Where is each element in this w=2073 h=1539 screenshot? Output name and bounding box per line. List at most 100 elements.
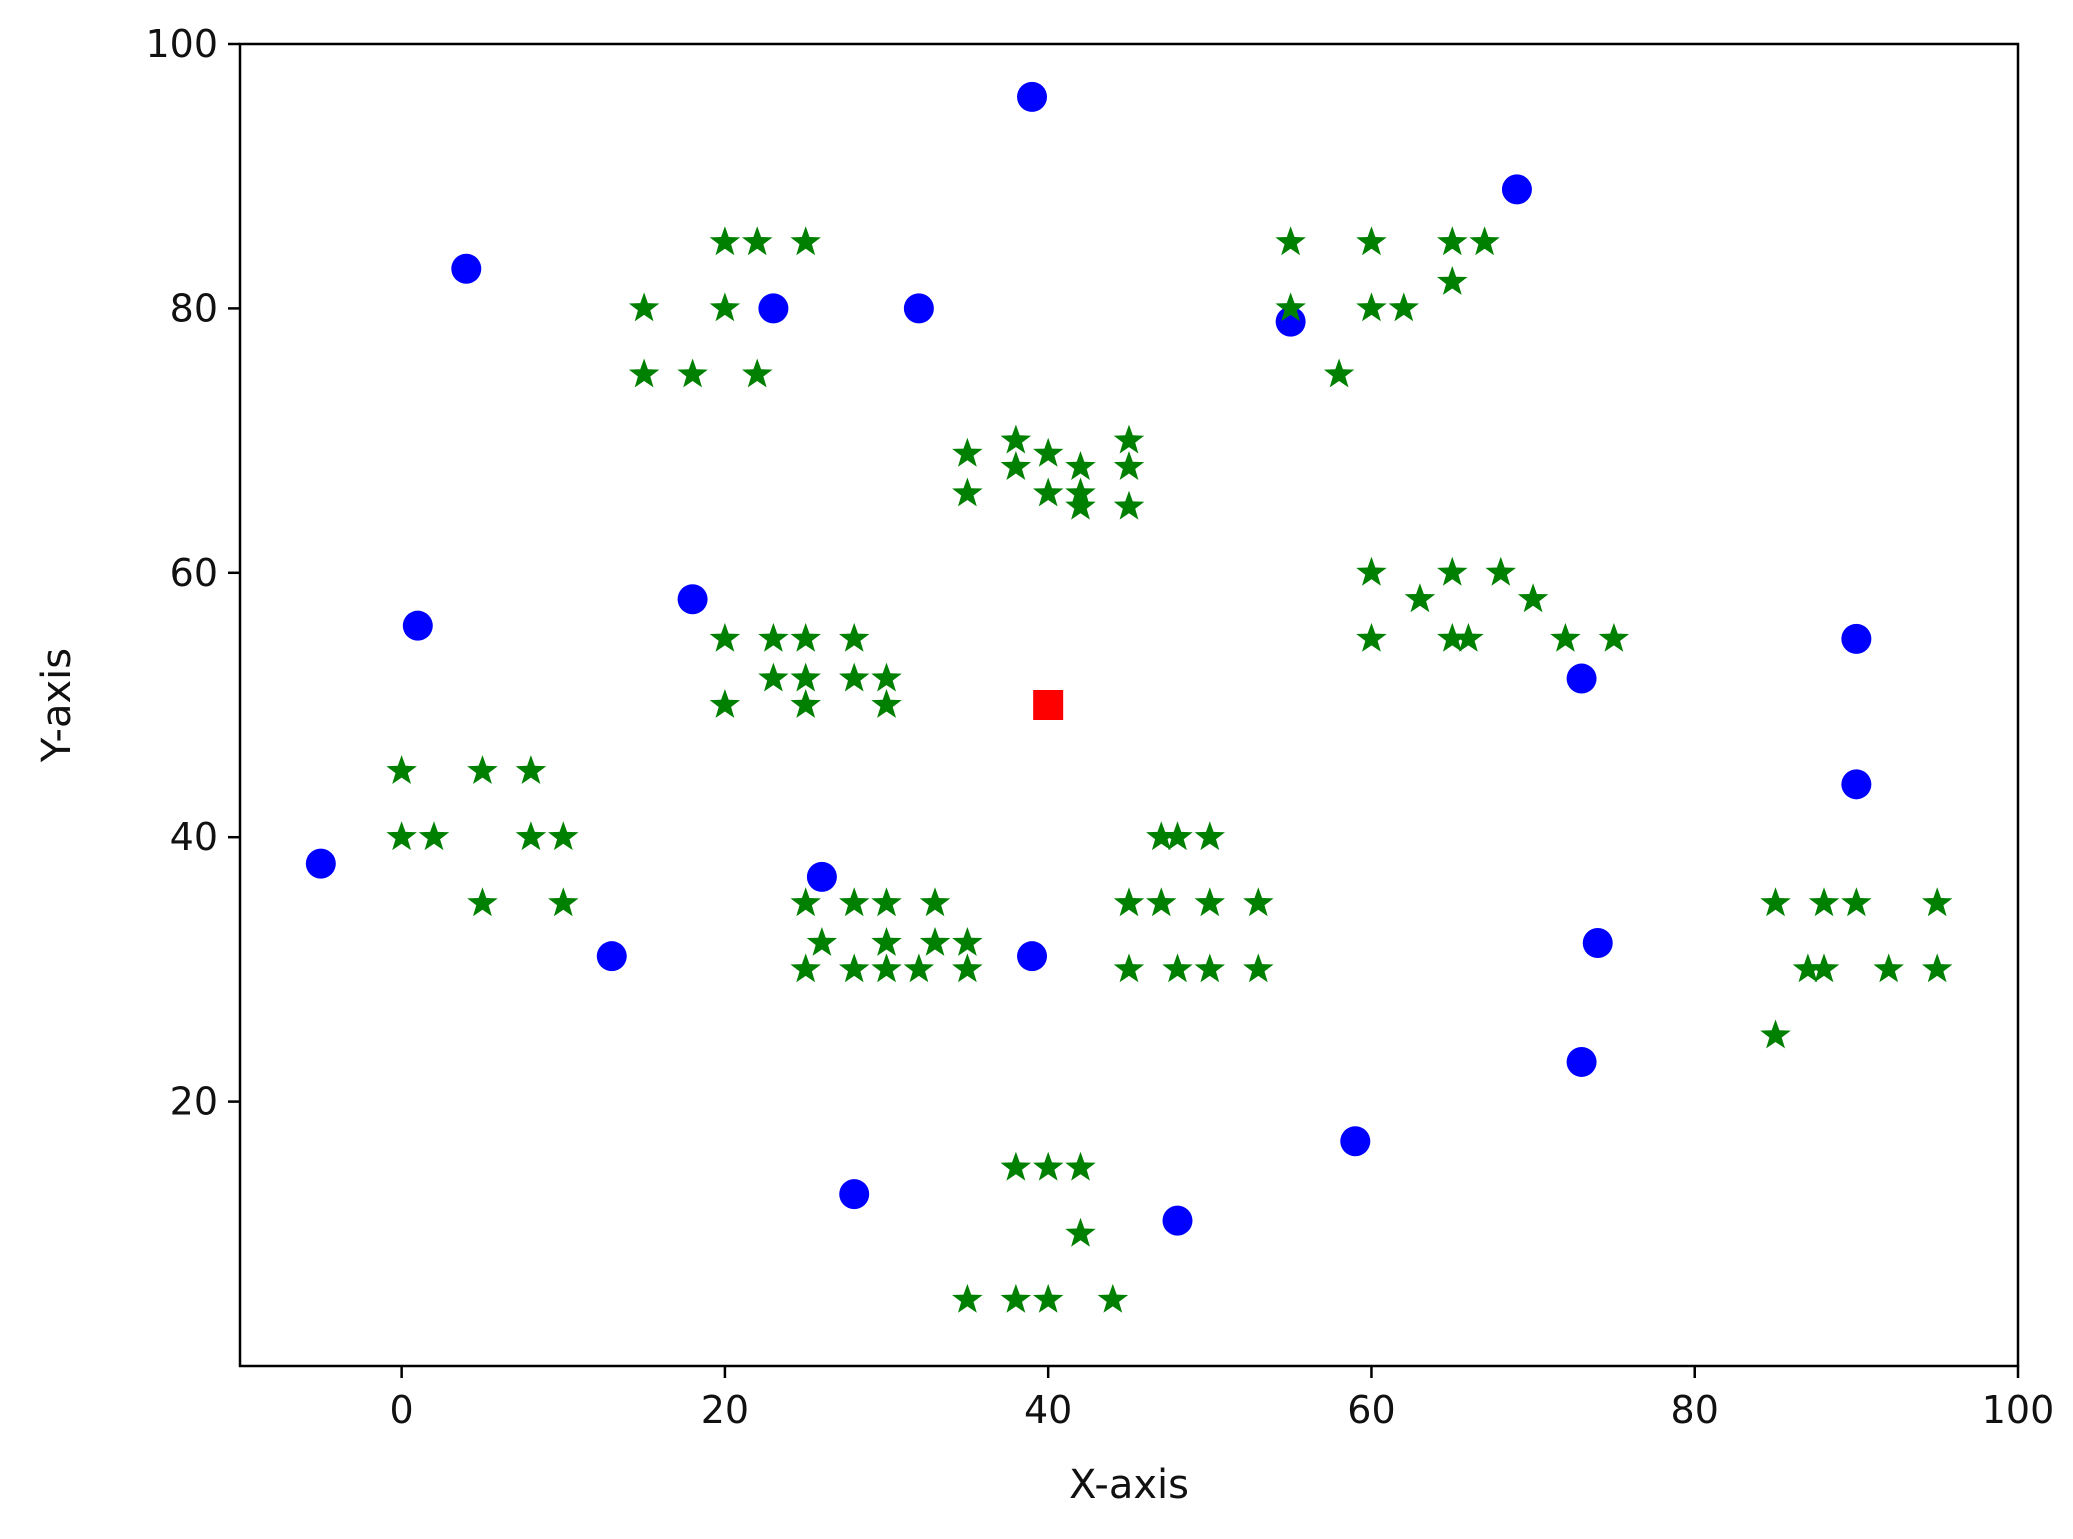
data-point-star (1873, 953, 1904, 983)
data-point-star (1323, 358, 1355, 388)
x-tick-label: 0 (390, 1388, 414, 1432)
data-point-star (1437, 266, 1468, 295)
data-point-star (628, 292, 660, 322)
data-point-circle (1017, 941, 1048, 972)
x-tick-label: 20 (701, 1388, 749, 1432)
data-point-circle (402, 610, 433, 641)
data-point-circle (1841, 769, 1872, 800)
data-point-star (548, 887, 579, 917)
data-point-star (1162, 821, 1193, 851)
data-point-square (1033, 690, 1064, 720)
data-point-star (1000, 424, 1032, 454)
data-point-star (709, 292, 741, 322)
data-point-star (677, 358, 708, 388)
data-point-circle (839, 1179, 870, 1210)
data-point-star (1033, 1151, 1064, 1181)
data-point-star (1113, 953, 1145, 983)
data-point-star (903, 953, 935, 983)
data-point-star (871, 662, 902, 692)
data-point-star (1000, 451, 1032, 480)
data-point-star (628, 358, 660, 388)
data-point-star (1760, 1019, 1791, 1049)
data-point-circle (758, 293, 789, 324)
data-point-circle (806, 861, 837, 892)
data-point-star (742, 226, 773, 256)
data-point-star (1485, 556, 1516, 586)
data-point-star (919, 887, 951, 917)
data-point-star (709, 622, 741, 652)
data-point-star (1243, 887, 1274, 917)
data-point-star (1437, 622, 1468, 652)
y-axis-label: Y-axis (34, 648, 80, 763)
y-axis: 20 40 60 80 100 (145, 22, 240, 1124)
data-point-star (386, 755, 417, 784)
data-point-star (758, 662, 789, 692)
data-point-star (790, 953, 821, 983)
data-point-circle (451, 253, 482, 284)
data-point-star (1437, 556, 1468, 586)
data-point-star (467, 887, 498, 917)
data-point-star (952, 1283, 983, 1313)
y-tick-label: 40 (170, 815, 218, 859)
data-point-star (952, 953, 983, 983)
data-point-star (1808, 887, 1840, 917)
data-point-star (1243, 953, 1274, 983)
data-point-star (839, 622, 870, 652)
data-point-star (839, 662, 870, 692)
data-point-star (1598, 622, 1630, 652)
data-point-star (1000, 1283, 1032, 1313)
x-tick-label: 40 (1024, 1388, 1072, 1432)
data-point-circle (1566, 663, 1597, 694)
data-point-star (1146, 887, 1177, 917)
data-point-star (1517, 583, 1549, 613)
data-point-circle (1162, 1205, 1193, 1236)
data-point-star (1113, 887, 1145, 917)
data-point-star (1760, 887, 1791, 917)
data-point-star (790, 662, 821, 692)
data-point-star (1162, 953, 1193, 983)
data-point-star (790, 226, 821, 256)
data-point-star (1356, 622, 1387, 652)
data-point-star (1065, 490, 1096, 520)
data-point-star (418, 821, 450, 851)
data-point-star (1194, 887, 1225, 917)
x-tick-label: 60 (1347, 1388, 1395, 1432)
data-point-star (1113, 490, 1145, 520)
data-point-star (1275, 292, 1306, 322)
data-point-star (1792, 953, 1824, 983)
data-point-star (871, 689, 902, 718)
data-point-star (1453, 622, 1484, 652)
data-point-star (1388, 292, 1419, 322)
data-point-star (386, 821, 417, 851)
data-point-star (1404, 583, 1436, 613)
data-point-star (1065, 1217, 1096, 1247)
data-point-circle (1566, 1046, 1597, 1077)
data-point-star (1550, 622, 1581, 652)
data-point-star (1146, 821, 1177, 851)
data-point-star (871, 953, 902, 983)
data-point-star (1437, 226, 1468, 256)
data-point-star (919, 927, 951, 956)
data-point-star (548, 821, 579, 851)
data-point-circle (1340, 1126, 1371, 1157)
data-point-star (709, 226, 741, 256)
x-tick-label: 100 (1982, 1388, 2055, 1432)
data-point-star (1097, 1283, 1129, 1313)
data-points (305, 81, 1953, 1313)
data-point-star (1469, 226, 1500, 256)
data-point-star (1065, 451, 1096, 480)
data-point-star (1194, 821, 1225, 851)
data-point-star (1922, 953, 1953, 983)
y-tick-label: 20 (170, 1080, 218, 1124)
data-point-star (790, 622, 821, 652)
x-tick-label: 80 (1671, 1388, 1719, 1432)
data-point-star (758, 622, 789, 652)
data-point-circle (596, 941, 627, 972)
x-axis: 0 20 40 60 80 100 (390, 1366, 2055, 1432)
data-point-star (952, 437, 983, 467)
data-point-star (1808, 953, 1840, 983)
data-point-star (1356, 292, 1387, 322)
data-point-star (1033, 1283, 1064, 1313)
